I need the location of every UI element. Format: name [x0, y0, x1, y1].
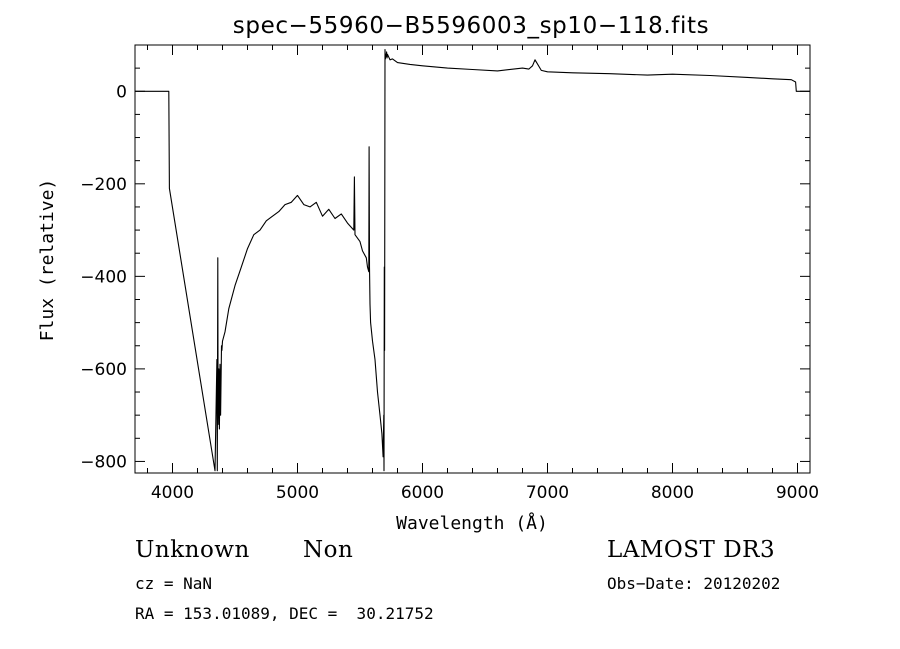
survey-name: LAMOST DR3 — [607, 537, 776, 563]
object-subclass: Non — [303, 537, 354, 563]
y-axis-ticks: 0 −200 −400 −600 −800 — [80, 44, 810, 472]
x-tick-label: 4000 — [151, 483, 194, 503]
chart-title: spec−55960−B5596003_sp10−118.fits — [233, 13, 709, 39]
spectrum-line — [135, 49, 810, 472]
x-tick-label: 7000 — [526, 483, 569, 503]
x-tick-label: 9000 — [776, 483, 819, 503]
redshift-label: cz = NaN — [135, 574, 213, 593]
x-tick-label: 6000 — [401, 483, 444, 503]
y-tick-label: −200 — [80, 175, 127, 195]
y-axis-label: Flux (relative) — [37, 179, 58, 342]
x-axis-label: Wavelength (Å) — [396, 512, 548, 534]
y-tick-label: −400 — [80, 267, 127, 287]
y-tick-label: −800 — [80, 452, 127, 472]
y-tick-label: 0 — [116, 82, 127, 102]
x-tick-label: 8000 — [651, 483, 694, 503]
plot-frame — [134, 44, 811, 474]
coordinates: RA = 153.01089, DEC = 30.21752 — [135, 604, 434, 623]
y-tick-label: −600 — [80, 360, 127, 380]
x-axis-ticks: 4000 5000 6000 7000 8000 9000 — [147, 45, 819, 503]
obs-date: Obs−Date: 20120202 — [607, 574, 781, 593]
x-tick-label: 5000 — [276, 483, 319, 503]
object-class: Unknown — [135, 537, 250, 563]
